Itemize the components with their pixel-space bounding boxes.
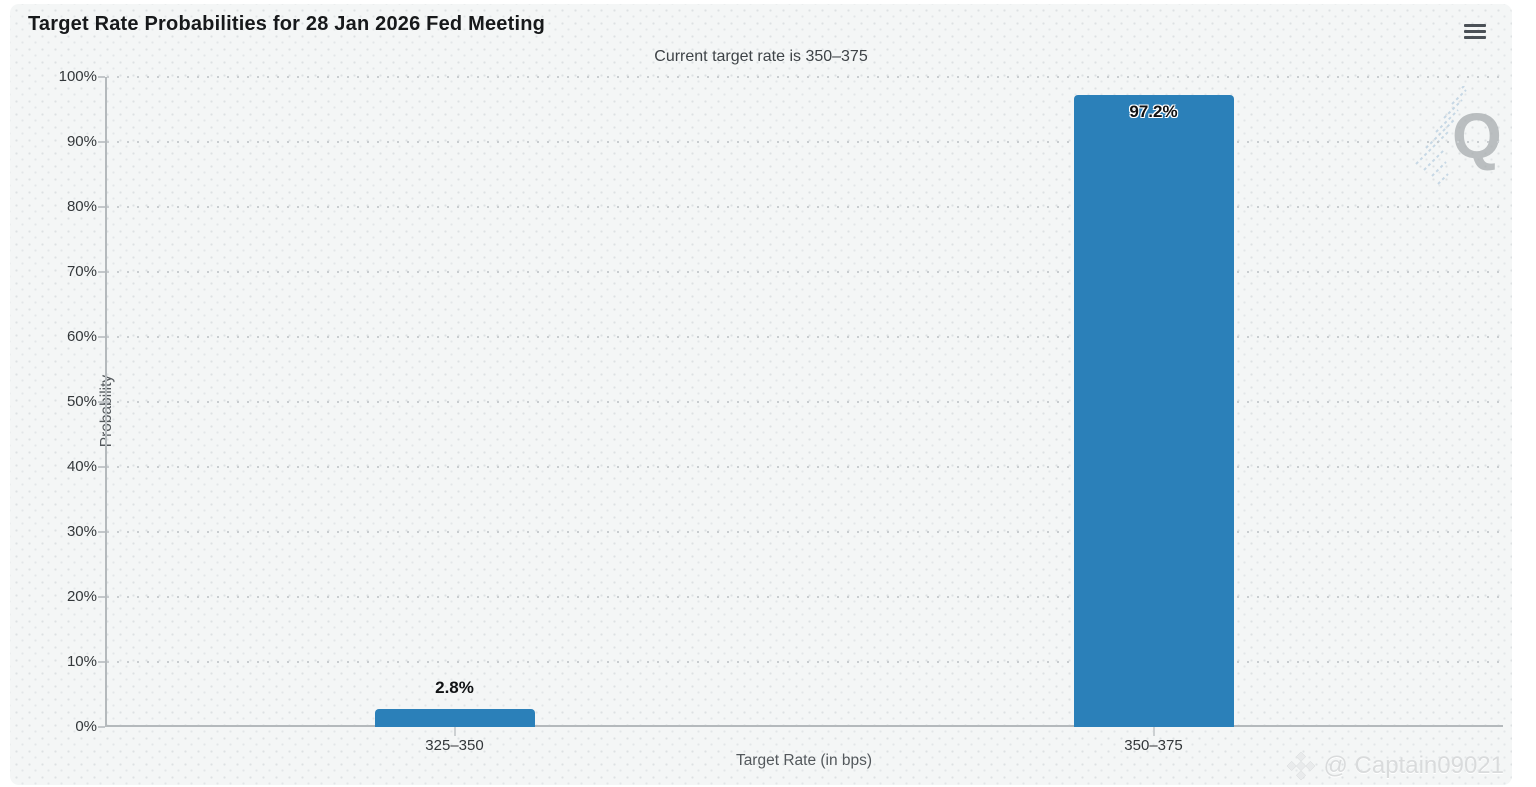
y-tick-mark — [98, 336, 105, 338]
logo-swoosh-icon — [1415, 86, 1467, 185]
credit-text: @ Captain09021 — [1323, 752, 1505, 779]
credit-watermark: @ Captain09021 — [1286, 751, 1505, 781]
y-tick-label: 60% — [66, 328, 97, 345]
y-tick-mark — [98, 206, 105, 208]
y-axis-title: Probability — [98, 351, 116, 471]
y-tick-label: 30% — [66, 523, 97, 540]
y-tick-label: 90% — [66, 133, 97, 150]
y-tick-mark — [98, 726, 105, 728]
y-tick-mark — [98, 596, 105, 598]
gridline-40 — [107, 466, 1503, 468]
y-tick-label: 10% — [66, 653, 97, 670]
y-tick-mark — [98, 141, 105, 143]
y-tick-label: 80% — [66, 198, 97, 215]
y-tick-mark — [98, 271, 105, 273]
y-tick-mark — [98, 531, 105, 533]
gridline-30 — [107, 531, 1503, 533]
y-tick-label: 0% — [75, 718, 97, 735]
gridline-50 — [107, 401, 1503, 403]
x-tick-label: 350–375 — [1124, 737, 1183, 754]
y-tick-mark — [98, 401, 105, 403]
chart-title: Target Rate Probabilities for 28 Jan 202… — [28, 13, 546, 35]
y-tick-mark — [98, 466, 105, 468]
quikstrike-logo-watermark: Q — [1414, 86, 1506, 186]
hamburger-bar — [1464, 35, 1486, 39]
logo-q-letter: Q — [1452, 100, 1502, 172]
y-tick-label: 20% — [66, 588, 97, 605]
x-tick-mark — [453, 727, 456, 736]
gridline-60 — [107, 336, 1503, 338]
y-tick-label: 50% — [66, 393, 97, 410]
hamburger-bar — [1464, 29, 1486, 33]
gridline-90 — [107, 141, 1503, 143]
gridline-100 — [107, 76, 1503, 78]
y-tick-label: 40% — [66, 458, 97, 475]
bar-325–350[interactable] — [374, 708, 535, 727]
bar-350–375[interactable] — [1073, 95, 1234, 727]
y-tick-mark — [98, 76, 105, 78]
plot-area: Probability 0% 10% 20% 30% 40% 50% 60% 70% 80% 90… — [59, 68, 1503, 754]
x-axis-line — [105, 725, 1503, 727]
x-tick-mark — [1152, 727, 1155, 736]
gridline-70 — [107, 271, 1503, 273]
y-tick-label: 100% — [58, 68, 97, 85]
x-axis-title: Target Rate (in bps) — [735, 752, 873, 769]
chart-panel: Target Rate Probabilities for 28 Jan 202… — [10, 4, 1512, 785]
gridline-80 — [107, 206, 1503, 208]
bar-value-label: 2.8% — [435, 677, 474, 697]
bar-value-label: 97.2% — [1129, 102, 1178, 122]
gridline-10 — [107, 661, 1503, 663]
x-tick-label: 325–350 — [425, 737, 484, 754]
binance-diamond-icon — [1286, 751, 1315, 781]
y-tick-label: 70% — [66, 263, 97, 280]
hamburger-bar — [1464, 23, 1486, 27]
hamburger-menu-icon[interactable] — [1462, 19, 1488, 43]
y-axis-line — [105, 77, 107, 727]
y-tick-mark — [98, 661, 105, 663]
gridline-20 — [107, 596, 1503, 598]
chart-subtitle: Current target rate is 350–375 — [654, 48, 868, 65]
